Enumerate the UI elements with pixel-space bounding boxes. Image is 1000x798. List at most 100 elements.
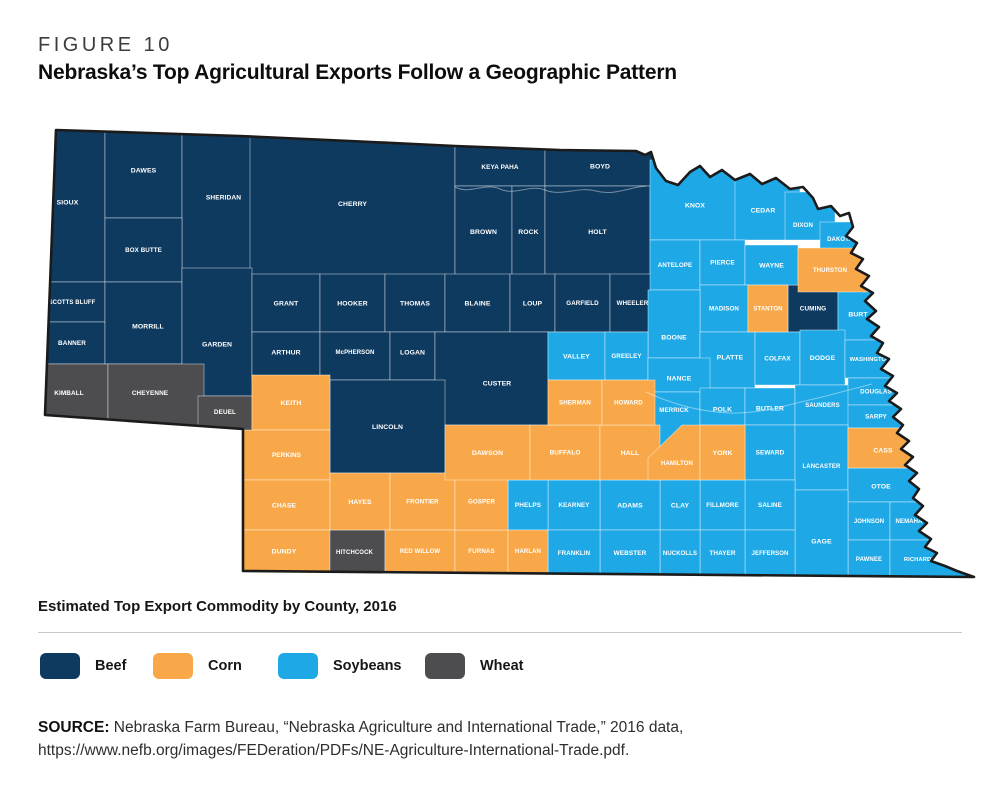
county-brown (454, 185, 513, 278)
county-saline (744, 479, 796, 531)
county-label-burt: BURT (848, 311, 868, 318)
county-label-polk: POLK (713, 406, 732, 413)
county-label-hamilton: HAMILTON (661, 461, 693, 467)
county-cuming (787, 284, 839, 333)
county-label-fillmore: FILLMORE (706, 502, 738, 509)
county-label-dawson: DAWSON (472, 450, 503, 457)
county-lincoln (329, 379, 446, 474)
county-label-madison: MADISON (709, 306, 739, 313)
county-label-thurston: THURSTON (813, 268, 847, 274)
county-label-colfax: COLFAX (764, 356, 791, 363)
county-label-jefferson: JEFFERSON (752, 551, 789, 557)
county-label-york: YORK (712, 450, 732, 457)
county-webster (599, 529, 661, 577)
river-line-2 (645, 383, 873, 414)
county-label-dodge: DODGE (810, 355, 836, 362)
county-label-holt: HOLT (588, 229, 607, 236)
county-keith (251, 374, 331, 431)
county-label-kimball: KIMBALL (54, 390, 83, 397)
county-chase (237, 479, 331, 531)
county-mcpherson (319, 331, 391, 381)
legend-item-corn: Corn (153, 653, 242, 679)
county-label-dawes: DAWES (131, 167, 157, 174)
county-label-wayne: WAYNE (759, 262, 784, 269)
county-kearney (547, 479, 601, 531)
county-label-johnson: JOHNSON (854, 519, 884, 525)
county-label-cuming: CUMING (800, 306, 827, 313)
county-label-valley: VALLEY (563, 353, 590, 360)
county-buffalo (529, 424, 601, 481)
county-label-arthur: ARTHUR (271, 349, 300, 356)
county-label-boone: BOONE (661, 334, 687, 341)
county-label-kearney: KEARNEY (559, 502, 591, 509)
county-label-sheridan: SHERIDAN (206, 194, 241, 201)
county-label-wheeler: WHEELER (617, 300, 649, 307)
county-label-pawnee: PAWNEE (856, 557, 882, 563)
county-label-frontier: FRONTIER (406, 499, 439, 506)
county-label-garfield: GARFIELD (566, 300, 599, 307)
county-label-deuel: DEUEL (214, 409, 236, 416)
county-label-banner: BANNER (58, 340, 86, 347)
county-label-antelope: ANTELOPE (658, 262, 693, 269)
county-antelope (649, 239, 701, 291)
legend-label-wheat: Wheat (480, 658, 524, 674)
county-label-thayer: THAYER (709, 550, 736, 557)
county-nuckolls (659, 529, 701, 577)
county-sherman (547, 379, 603, 426)
county-keya-paha (454, 137, 546, 187)
county-gage (794, 489, 849, 577)
county-label-dakota: DAKOTA (827, 237, 853, 243)
county-label-dundy: DUNDY (272, 548, 297, 555)
county-wayne (744, 244, 799, 286)
county-label-merrick: MERRICK (659, 407, 689, 414)
legend-label-corn: Corn (208, 658, 242, 674)
county-label-chase: CHASE (272, 502, 297, 509)
county-scotts-bluff (45, 281, 106, 323)
county-label-mcpherson: McPHERSON (336, 350, 375, 356)
county-label-clay: CLAY (671, 502, 690, 509)
county-label-washington: WASHINGTON (850, 357, 891, 363)
legend: Beef Corn Soybeans Wheat (0, 653, 1000, 683)
county-label-keya-paha: KEYA PAHA (481, 164, 519, 171)
county-label-perkins: PERKINS (272, 452, 302, 459)
county-label-buffalo: BUFFALO (550, 450, 581, 457)
county-label-gosper: GOSPER (468, 499, 496, 506)
legend-item-wheat: Wheat (425, 653, 524, 679)
county-label-saline: SALINE (758, 502, 783, 509)
county-adams (599, 479, 661, 531)
county-nance (647, 357, 711, 393)
county-frontier (389, 472, 456, 531)
legend-item-soybeans: Soybeans (278, 653, 402, 679)
county-label-nance: NANCE (667, 375, 692, 382)
county-blaine (444, 273, 511, 333)
county-label-boyd: BOYD (590, 163, 610, 170)
source-text: Nebraska Farm Bureau, “Nebraska Agricult… (38, 719, 684, 759)
county-harlan (507, 529, 549, 577)
county-label-seward: SEWARD (756, 450, 785, 457)
map-subtitle: Estimated Top Export Commodity by County… (38, 598, 397, 615)
legend-swatch-corn (153, 653, 193, 679)
legend-swatch-soybeans (278, 653, 318, 679)
river-line-1 (454, 185, 647, 193)
county-custer (434, 331, 549, 426)
county-gosper (454, 472, 509, 531)
county-fillmore (699, 479, 746, 531)
county-label-cherry: CHERRY (338, 201, 367, 208)
figure-number: FIGURE 10 (38, 34, 173, 56)
county-stanton (747, 284, 789, 333)
state-outline (43, 128, 976, 579)
county-label-adams: ADAMS (617, 502, 643, 509)
county-dawes (104, 130, 183, 219)
county-clay (659, 479, 701, 531)
county-johnson (847, 501, 891, 541)
county-label-box-butte: BOX BUTTE (125, 247, 162, 254)
county-cherry (249, 130, 456, 278)
county-rock (511, 185, 546, 278)
county-label-greeley: GREELEY (611, 353, 642, 360)
county-label-sherman: SHERMAN (559, 400, 591, 407)
county-label-richardson: RICHARDSON (904, 557, 944, 563)
county-howard (601, 379, 656, 426)
county-label-saunders: SAUNDERS (805, 403, 839, 409)
